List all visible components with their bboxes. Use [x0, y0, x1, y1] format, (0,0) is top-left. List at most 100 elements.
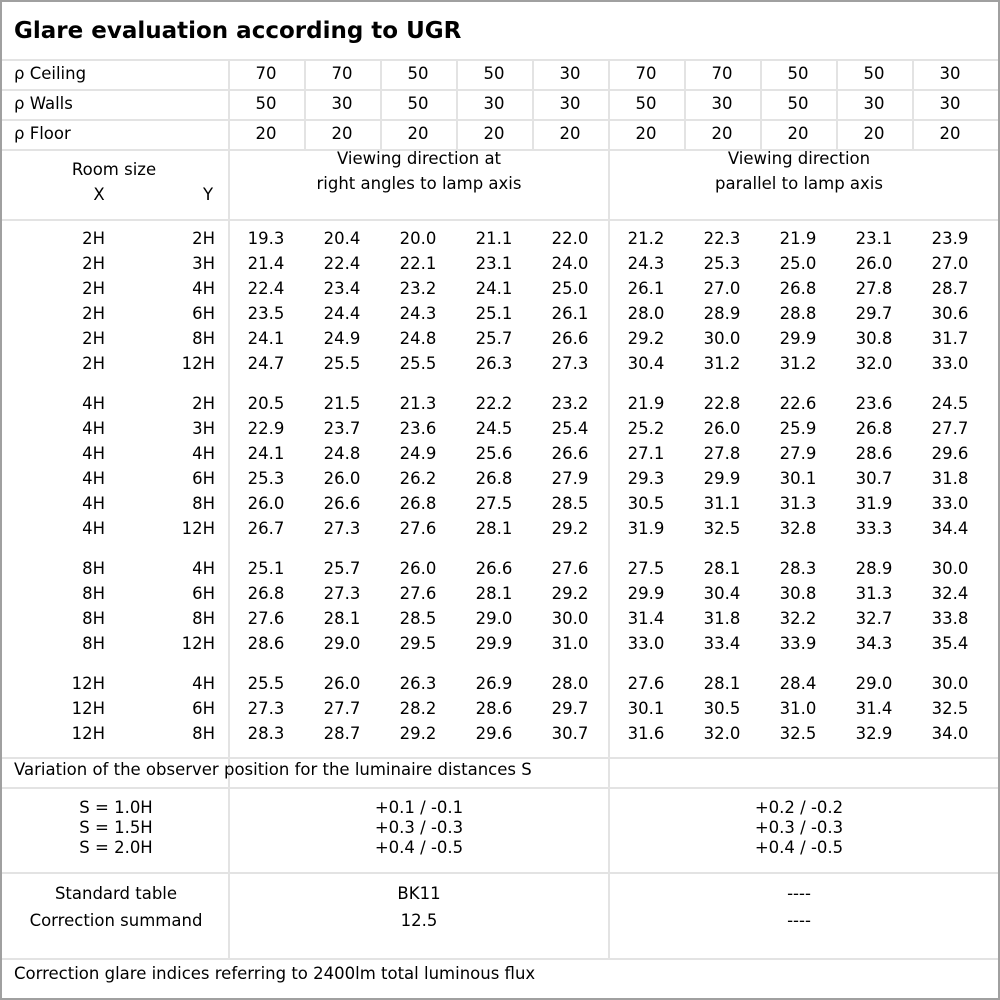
room-y: 12H [181, 519, 215, 538]
ugr-value: 28.1 [703, 559, 741, 578]
reflectance-value: 30 [559, 94, 581, 113]
reflectance-value: 70 [711, 64, 733, 83]
ugr-value: 21.1 [475, 229, 513, 248]
ugr-value: 21.9 [779, 229, 817, 248]
column-divider [836, 59, 838, 149]
ugr-value: 26.7 [247, 519, 285, 538]
room-x: 8H [82, 559, 105, 578]
variation-caption: Variation of the observer position for t… [14, 760, 532, 779]
room-x: 8H [82, 584, 105, 603]
ugr-value: 27.0 [703, 279, 741, 298]
ugr-value: 33.0 [627, 634, 665, 653]
ugr-value: 28.0 [627, 304, 665, 323]
ugr-value: 22.6 [779, 394, 817, 413]
ugr-value: 32.0 [855, 354, 893, 373]
ugr-value: 29.2 [551, 519, 589, 538]
ugr-value: 34.4 [931, 519, 969, 538]
reflectance-label: ρ Walls [14, 94, 73, 113]
ugr-value: 27.7 [323, 699, 361, 718]
ugr-value: 25.1 [247, 559, 285, 578]
column-divider [760, 59, 762, 149]
ugr-value: 24.3 [627, 254, 665, 273]
room-y: 3H [192, 419, 215, 438]
ugr-value: 28.1 [323, 609, 361, 628]
ugr-value: 31.0 [551, 634, 589, 653]
ugr-value: 24.1 [247, 329, 285, 348]
ugr-value: 24.5 [475, 419, 513, 438]
column-divider [532, 59, 534, 149]
correction-summand-label: Correction summand [29, 911, 203, 930]
room-x: 8H [82, 634, 105, 653]
ugr-value: 30.0 [551, 609, 589, 628]
room-y: 4H [192, 559, 215, 578]
ugr-value: 34.0 [931, 724, 969, 743]
ugr-value: 21.2 [627, 229, 665, 248]
room-y: 4H [192, 674, 215, 693]
reflectance-value: 50 [787, 64, 809, 83]
ugr-value: 22.0 [551, 229, 589, 248]
room-x: 4H [82, 469, 105, 488]
room-y: 2H [192, 394, 215, 413]
standard-table-label: Standard table [54, 884, 178, 903]
ugr-value: 24.8 [399, 329, 437, 348]
ugr-value: 26.3 [475, 354, 513, 373]
reflectance-label: ρ Ceiling [14, 64, 87, 83]
reflectance-value: 30 [331, 94, 353, 113]
ugr-value: 26.8 [247, 584, 285, 603]
room-y: 4H [192, 444, 215, 463]
ugr-value: 26.0 [703, 419, 741, 438]
reflectance-value: 50 [483, 64, 505, 83]
variation-parallel: +0.4 / -0.5 [754, 838, 844, 857]
ugr-value: 32.0 [703, 724, 741, 743]
ugr-value: 25.3 [247, 469, 285, 488]
ugr-value: 32.2 [779, 609, 817, 628]
reflectance-value: 30 [483, 94, 505, 113]
ugr-value: 30.4 [627, 354, 665, 373]
ugr-value: 26.1 [551, 304, 589, 323]
room-x: 2H [82, 329, 105, 348]
ugr-value: 31.7 [931, 329, 969, 348]
reflectance-value: 70 [635, 64, 657, 83]
ugr-value: 31.3 [779, 494, 817, 513]
x-header: X [93, 185, 105, 204]
variation-right-angles: +0.1 / -0.1 [374, 798, 464, 817]
ugr-value: 27.9 [779, 444, 817, 463]
ugr-value: 30.8 [779, 584, 817, 603]
room-size-header: Room size [71, 160, 157, 179]
ugr-value: 25.6 [475, 444, 513, 463]
ugr-value: 32.8 [779, 519, 817, 538]
variation-parallel: +0.3 / -0.3 [754, 818, 844, 837]
ugr-value: 30.4 [703, 584, 741, 603]
ugr-value: 27.6 [627, 674, 665, 693]
ugr-value: 31.8 [703, 609, 741, 628]
ugr-value: 25.7 [323, 559, 361, 578]
room-y: 4H [192, 279, 215, 298]
ugr-value: 28.7 [931, 279, 969, 298]
ugr-value: 34.3 [855, 634, 893, 653]
correction-parallel: ---- [787, 911, 811, 930]
reflectance-label: ρ Floor [14, 124, 71, 143]
ugr-value: 28.0 [551, 674, 589, 693]
room-x: 4H [82, 494, 105, 513]
ugr-value: 20.5 [247, 394, 285, 413]
ugr-value: 27.3 [551, 354, 589, 373]
ugr-value: 30.5 [627, 494, 665, 513]
ugr-value: 27.7 [931, 419, 969, 438]
room-x: 12H [71, 724, 105, 743]
ugr-value: 26.0 [247, 494, 285, 513]
row-divider [2, 958, 998, 960]
correction-right-angles: 12.5 [400, 911, 438, 930]
ugr-value: 30.6 [931, 304, 969, 323]
ugr-value: 30.8 [855, 329, 893, 348]
ugr-value: 27.8 [855, 279, 893, 298]
ugr-value: 21.3 [399, 394, 437, 413]
ugr-value: 25.4 [551, 419, 589, 438]
direction-right-angles-header: Viewing direction at [336, 149, 502, 168]
reflectance-value: 50 [635, 94, 657, 113]
ugr-value: 33.0 [931, 354, 969, 373]
ugr-value: 23.9 [931, 229, 969, 248]
reflectance-value: 20 [711, 124, 733, 143]
ugr-value: 23.2 [399, 279, 437, 298]
ugr-value: 22.1 [399, 254, 437, 273]
